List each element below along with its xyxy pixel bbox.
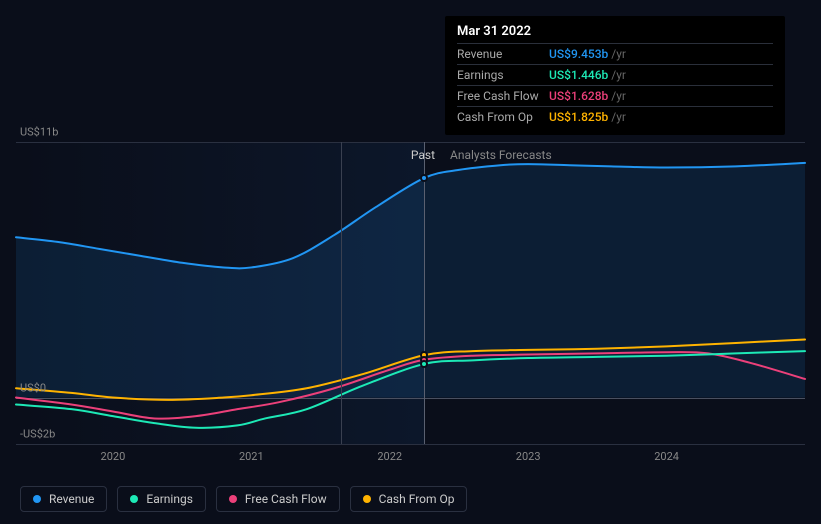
legend-dot-icon xyxy=(130,495,138,503)
legend-item-revenue[interactable]: Revenue xyxy=(20,486,107,512)
x-tick-label: 2023 xyxy=(516,450,541,463)
legend-item-fcf[interactable]: Free Cash Flow xyxy=(216,486,340,512)
legend-item-cfo[interactable]: Cash From Op xyxy=(350,486,468,512)
legend-dot-icon xyxy=(363,495,371,503)
tooltip-row-label: Earnings xyxy=(457,68,549,82)
y-tick-label: US$0 xyxy=(20,381,46,394)
tooltip-row-unit: /yr xyxy=(611,110,626,124)
hover-marker-line xyxy=(424,142,425,444)
chart-tooltip: Mar 31 2022 RevenueUS$9.453b/yrEarningsU… xyxy=(445,16,785,135)
tooltip-row-label: Revenue xyxy=(457,47,549,61)
legend-label: Revenue xyxy=(49,492,94,506)
marker-dot xyxy=(420,174,428,182)
y-tick-label: US$11b xyxy=(20,126,58,139)
tooltip-row: EarningsUS$1.446b/yr xyxy=(457,64,773,85)
legend-label: Cash From Op xyxy=(379,492,455,506)
y-tick-label: -US$2b xyxy=(20,428,55,441)
x-tick-label: 2021 xyxy=(239,450,264,463)
forecast-divider xyxy=(341,142,342,444)
tooltip-row: RevenueUS$9.453b/yr xyxy=(457,43,773,64)
tooltip-row-value: US$1.628b xyxy=(549,89,608,103)
tooltip-row-unit: /yr xyxy=(611,89,626,103)
tooltip-row: Cash From OpUS$1.825b/yr xyxy=(457,106,773,127)
tooltip-row-unit: /yr xyxy=(611,68,626,82)
x-tick-label: 2022 xyxy=(377,450,402,463)
tooltip-row-value: US$1.825b xyxy=(549,110,608,124)
tooltip-row-label: Cash From Op xyxy=(457,110,549,124)
legend-label: Free Cash Flow xyxy=(245,492,327,506)
tooltip-row-label: Free Cash Flow xyxy=(457,89,549,103)
marker-dot xyxy=(420,360,428,368)
x-tick-label: 2020 xyxy=(101,450,126,463)
legend-item-earnings[interactable]: Earnings xyxy=(117,486,206,512)
tooltip-row-value: US$9.453b xyxy=(549,47,608,61)
chart-legend: Revenue Earnings Free Cash Flow Cash Fro… xyxy=(20,486,467,512)
financials-chart: Past Analysts Forecasts US$11bUS$0-US$2b… xyxy=(0,0,821,524)
x-tick-label: 2024 xyxy=(654,450,679,463)
legend-dot-icon xyxy=(229,495,237,503)
tooltip-row-value: US$1.446b xyxy=(549,68,608,82)
tooltip-date: Mar 31 2022 xyxy=(457,24,773,43)
legend-label: Earnings xyxy=(146,492,193,506)
legend-dot-icon xyxy=(33,495,41,503)
tooltip-row-unit: /yr xyxy=(611,47,626,61)
tooltip-row: Free Cash FlowUS$1.628b/yr xyxy=(457,85,773,106)
